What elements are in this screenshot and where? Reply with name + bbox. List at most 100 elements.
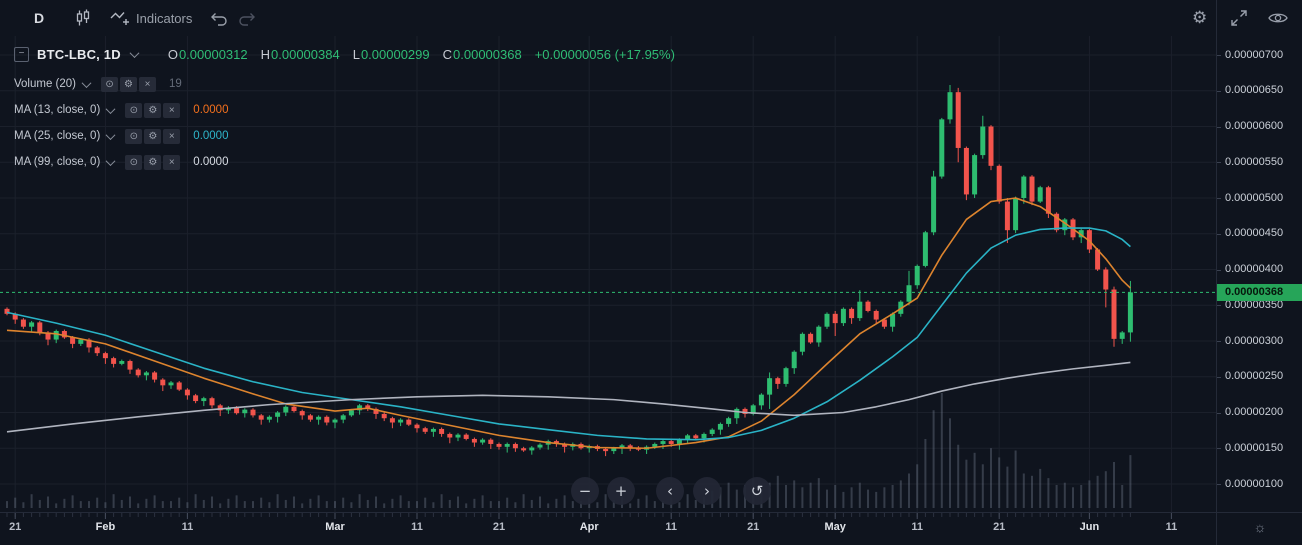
price-tick-label: 0.00000650 <box>1225 84 1284 97</box>
price-change: +0.00000056 (+17.95%) <box>534 46 675 62</box>
price-tick-label: 0.00000450 <box>1225 227 1284 240</box>
ohlc-field: O 0.00000312 <box>167 46 248 62</box>
indicator-actions: ⊙ ⚙ × <box>101 76 157 92</box>
price-tick-label: 0.00000600 <box>1225 120 1284 132</box>
fullscreen-icon <box>1230 9 1248 27</box>
price-tick-label: 0.00000350 <box>1225 298 1284 311</box>
chevron-down-icon[interactable] <box>105 155 116 166</box>
time-month-label: Apr <box>579 521 599 533</box>
remove-indicator-icon[interactable]: × <box>163 154 181 170</box>
price-tick-mark <box>1217 233 1221 235</box>
price-tick-label: 0.00000100 <box>1225 477 1284 490</box>
timeframe-button[interactable]: D <box>30 5 48 31</box>
remove-indicator-icon[interactable]: × <box>163 128 181 144</box>
chart-style-button[interactable] <box>70 5 96 31</box>
time-tick-label: 21 <box>993 521 1006 533</box>
price-tick-mark <box>1217 448 1221 450</box>
remove-indicator-icon[interactable]: × <box>163 102 181 118</box>
ohlc-field: C 0.00000368 <box>442 46 522 62</box>
price-tick-label: 0.00000400 <box>1225 263 1284 275</box>
time-month-label: May <box>824 521 846 533</box>
undo-button[interactable] <box>204 5 232 31</box>
gear-icon: ⚙ <box>1192 8 1208 27</box>
time-tick-label: 11 <box>411 521 423 533</box>
time-axis-ticks <box>6 513 1172 519</box>
time-tick-label: 11 <box>911 521 924 533</box>
price-tick-mark <box>1217 162 1221 164</box>
indicators-label: Indicators <box>136 10 193 26</box>
indicator-label[interactable]: Volume (20) <box>14 78 77 90</box>
time-tick-label: 11 <box>181 521 194 533</box>
price-tick-label: 0.00000150 <box>1225 441 1284 454</box>
indicator-rows: Volume (20) ⊙ ⚙ × 19 MA (13, close, 0) ⊙ ⚙ × 0.00… <box>14 74 675 172</box>
ohlc-field: H 0.00000384 <box>260 46 340 62</box>
pan-right-button[interactable]: › <box>693 477 721 505</box>
indicator-value: 0.0000 <box>193 130 229 142</box>
indicator-value: 0.0000 <box>193 156 229 168</box>
brightness-icon[interactable]: ☼ <box>1253 519 1267 535</box>
price-tick-mark <box>1217 376 1221 378</box>
price-tick-mark <box>1217 269 1221 271</box>
top-toolbar: D Indicators <box>0 0 1302 36</box>
visibility-icon[interactable]: ⊙ <box>125 102 143 118</box>
current-price-label: 0.00000368 <box>1217 283 1302 301</box>
price-tick-mark <box>1217 305 1221 307</box>
reset-view-button[interactable]: ↺ <box>743 477 771 505</box>
candlestick-chart[interactable] <box>0 0 1216 512</box>
pan-left-button[interactable]: ‹ <box>656 477 684 505</box>
symbol-title[interactable]: BTC-LBC, 1D <box>37 46 121 62</box>
price-tick-label: 0.00000550 <box>1225 155 1284 168</box>
eye-icon <box>1268 11 1288 25</box>
zoom-in-button[interactable]: + <box>607 477 635 505</box>
indicator-label[interactable]: MA (13, close, 0) <box>14 104 101 116</box>
indicator-label[interactable]: MA (25, close, 0) <box>14 130 101 142</box>
indicator-value: 19 <box>169 78 182 90</box>
indicator-label[interactable]: MA (99, close, 0) <box>14 156 101 168</box>
price-tick-mark <box>1217 90 1221 92</box>
eye-icon-button[interactable] <box>1264 5 1292 31</box>
time-month-label: Jun <box>1079 521 1100 533</box>
price-tick-label: 0.00000700 <box>1225 48 1284 61</box>
price-tick-mark <box>1217 412 1221 414</box>
time-month-label: Mar <box>325 521 345 533</box>
candlestick-style-icon <box>74 9 92 27</box>
time-month-label: Feb <box>95 521 116 533</box>
indicator-actions: ⊙ ⚙ × <box>125 102 181 118</box>
fullscreen-button[interactable] <box>1226 5 1252 31</box>
redo-button[interactable] <box>234 5 262 31</box>
visibility-icon[interactable]: ⊙ <box>125 154 143 170</box>
indicator-row: MA (13, close, 0) ⊙ ⚙ × 0.0000 <box>14 100 675 120</box>
chevron-down-icon[interactable] <box>129 47 140 58</box>
price-tick-label: 0.00000250 <box>1225 370 1284 383</box>
price-tick-label: 0.00000200 <box>1225 406 1284 418</box>
time-tick-label: 21 <box>9 521 22 533</box>
price-tick-mark <box>1217 341 1221 342</box>
ohlc-values: O 0.00000312 H 0.00000384 L 0.00000299 C 0.0000… <box>168 47 675 62</box>
price-tick-label: 0.00000300 <box>1225 334 1284 347</box>
visibility-icon[interactable]: ⊙ <box>101 76 119 92</box>
indicators-icon <box>110 9 130 27</box>
time-tick-label: 11 <box>665 521 678 533</box>
time-axis[interactable]: ☼ 21 Feb 11 Mar 11 21 Apr 11 21 May 11 21 Jun 11 <box>0 512 1302 545</box>
chevron-down-icon[interactable] <box>81 77 92 88</box>
chevron-down-icon[interactable] <box>105 129 116 140</box>
indicator-settings-icon[interactable]: ⚙ <box>144 128 162 144</box>
ohlc-field: L 0.00000299 <box>352 46 430 62</box>
indicator-row: MA (25, close, 0) ⊙ ⚙ × 0.0000 <box>14 126 675 146</box>
price-axis[interactable]: 0.00000368 0.00000700 0.00000650 0.0000060… <box>1216 0 1302 512</box>
chart-legend: − BTC-LBC, 1D O 0.00000312 H 0.00000384 L 0.0… <box>14 44 675 178</box>
collapse-icon[interactable]: − <box>14 46 29 62</box>
indicator-settings-icon[interactable]: ⚙ <box>120 76 138 92</box>
indicator-settings-icon[interactable]: ⚙ <box>144 154 162 170</box>
chevron-down-icon[interactable] <box>105 103 116 114</box>
indicator-settings-icon[interactable]: ⚙ <box>144 102 162 118</box>
time-tick-label: 11 <box>1165 521 1178 533</box>
indicator-value: 0.0000 <box>193 104 229 116</box>
zoom-out-button[interactable]: − <box>571 477 599 505</box>
visibility-icon[interactable]: ⊙ <box>125 128 143 144</box>
remove-indicator-icon[interactable]: × <box>139 76 157 92</box>
indicators-button[interactable]: Indicators <box>106 5 196 31</box>
settings-button[interactable]: ⚙ <box>1188 5 1211 31</box>
symbol-row: − BTC-LBC, 1D O 0.00000312 H 0.00000384 L 0.0… <box>14 44 675 64</box>
